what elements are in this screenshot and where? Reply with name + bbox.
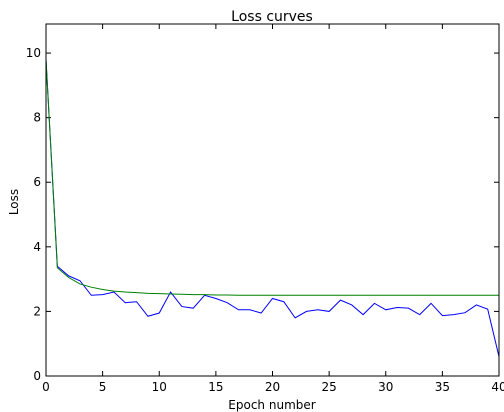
x-tick-label: 20 <box>265 380 280 394</box>
y-tick-label: 0 <box>33 369 41 383</box>
x-tick-label: 0 <box>42 380 50 394</box>
y-tick-label: 2 <box>33 304 41 318</box>
y-tick-label: 4 <box>33 240 41 254</box>
plot-frame <box>45 23 500 377</box>
chart-title: Loss curves <box>231 9 313 25</box>
x-tick-label: 15 <box>208 380 223 394</box>
x-axis-label: Epoch number <box>228 398 315 412</box>
x-tick-label: 40 <box>491 380 504 394</box>
x-tick-label: 10 <box>152 380 167 394</box>
y-tick-label: 6 <box>33 175 41 189</box>
y-tick-label: 8 <box>33 111 41 125</box>
series-line-1 <box>45 59 500 357</box>
y-tick-label: 10 <box>26 46 41 60</box>
y-axis-label: Loss <box>7 189 21 215</box>
x-tick-label: 25 <box>321 380 336 394</box>
x-tick-label: 5 <box>99 380 107 394</box>
x-tick-label: 30 <box>378 380 393 394</box>
series-group <box>45 59 500 357</box>
series-line-2 <box>45 59 499 296</box>
axis-ticks: 0 5 10 15 20 25 30 35 40 0 2 4 6 8 10 <box>26 24 504 394</box>
x-tick-label: 35 <box>435 380 450 394</box>
